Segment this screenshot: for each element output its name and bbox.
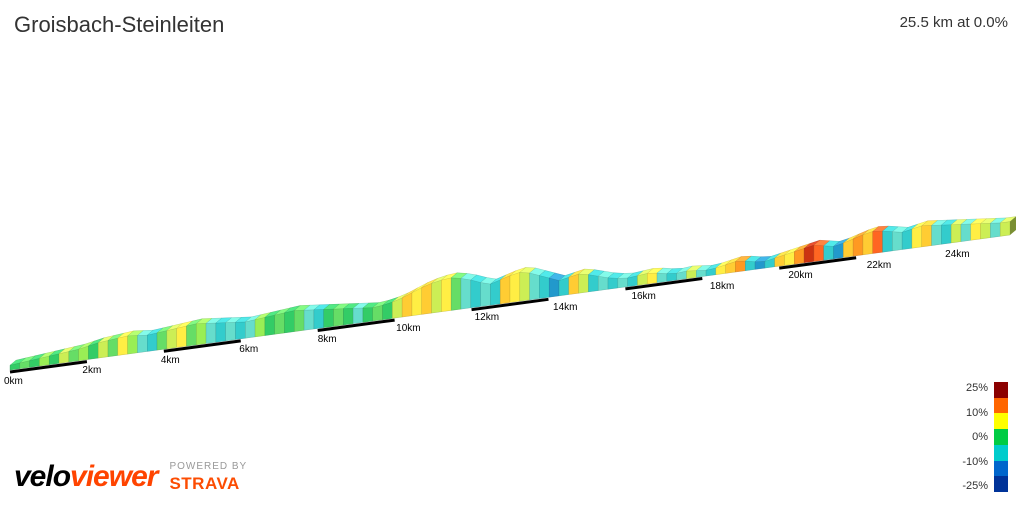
strava-logo: STRAVA [169,474,247,494]
km-marker: 20km [788,270,812,281]
route-stats: 25.5 km at 0.0% [900,14,1008,31]
km-marker: 6km [239,344,258,355]
km-marker: 16km [631,291,655,302]
km-marker: 4km [161,355,180,366]
legend-color-segment [994,445,1008,461]
km-marker: 8km [318,334,337,345]
km-marker: 22km [867,260,891,271]
legend-label: -25% [962,480,988,492]
km-marker: 14km [553,302,577,313]
legend-color-segment [994,461,1008,477]
route-title: Groisbach-Steinleiten [14,12,224,38]
gradient-legend: 25% 10% 0% -10% -25% [962,382,1008,492]
km-marker: 0km [4,376,23,387]
elevation-profile: 0km2km4km6km8km10km12km14km16km18km20km2… [0,60,1024,380]
legend-label: 25% [962,382,988,394]
legend-label: 0% [962,431,988,443]
logo-area: veloviewer POWERED BY STRAVA [14,460,247,494]
km-marker: 24km [945,249,969,260]
km-marker: 18km [710,281,734,292]
legend-color-segment [994,413,1008,429]
powered-by: POWERED BY STRAVA [169,461,247,494]
legend-color-segment [994,398,1008,414]
km-marker: 12km [475,312,499,323]
km-marker: 2km [82,365,101,376]
legend-label: 10% [962,407,988,419]
legend-color-segment [994,429,1008,445]
veloviewer-logo: veloviewer [14,460,157,494]
legend-color-segment [994,382,1008,398]
legend-label: -10% [962,456,988,468]
legend-color-segment [994,476,1008,492]
km-marker: 10km [396,323,420,334]
